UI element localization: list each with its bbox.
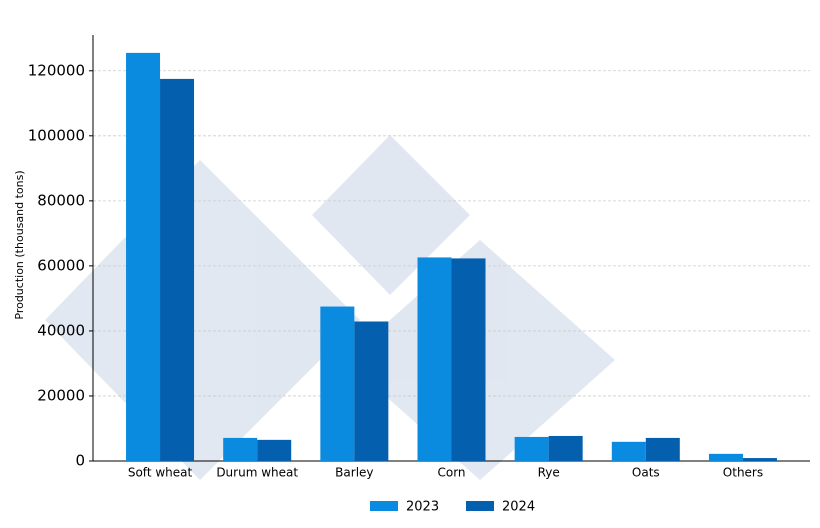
x-tick-label: Oats	[632, 466, 660, 480]
bar	[611, 441, 646, 461]
bar	[514, 436, 549, 461]
y-tick-label: 60000	[37, 256, 85, 274]
x-tick-label: Others	[723, 466, 763, 480]
legend-label: 2023	[406, 500, 439, 515]
bar	[126, 52, 161, 461]
x-tick-label: Corn	[437, 466, 465, 480]
y-tick-label: 0	[75, 452, 85, 470]
x-tick-label: Durum wheat	[216, 466, 298, 480]
bar	[354, 321, 389, 461]
legend-swatch	[466, 501, 494, 511]
x-tick-label: Soft wheat	[128, 466, 193, 480]
y-tick-label: 100000	[28, 126, 85, 144]
y-tick-label: 20000	[37, 386, 85, 404]
bar	[645, 437, 680, 461]
x-tick-label: Barley	[335, 466, 373, 480]
bar	[223, 437, 258, 461]
bar	[417, 257, 452, 461]
bar	[320, 306, 355, 461]
bar	[742, 458, 777, 461]
y-tick-label: 40000	[37, 321, 85, 339]
legend-label: 2024	[502, 500, 535, 515]
legend-swatch	[370, 501, 398, 511]
y-tick-label: 120000	[28, 61, 85, 79]
bar	[708, 453, 743, 461]
bar	[548, 435, 583, 461]
bar	[451, 258, 486, 461]
bar	[257, 439, 292, 461]
x-tick-label: Rye	[538, 466, 560, 480]
y-axis-label: Production (thousand tons)	[13, 170, 26, 319]
bar	[160, 78, 195, 462]
y-tick-label: 80000	[37, 191, 85, 209]
